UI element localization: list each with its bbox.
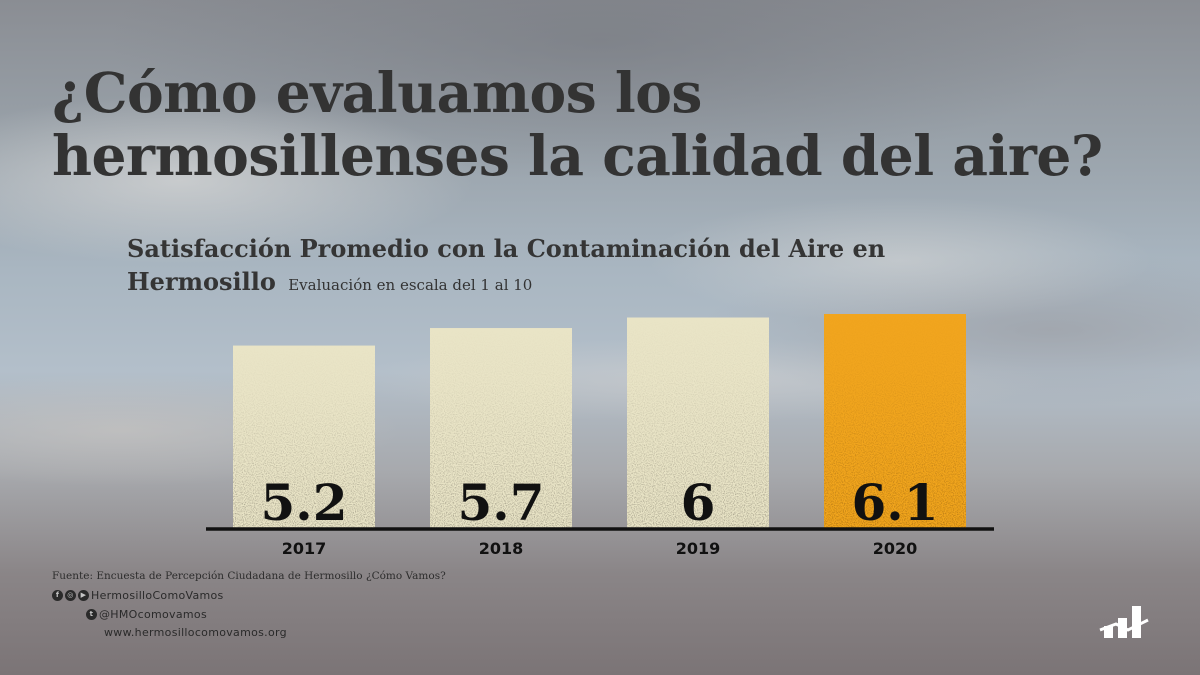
- bar-grain-2018: [430, 328, 572, 528]
- social-row-main: f ◎ ▶ HermosilloComoVamos: [52, 589, 224, 602]
- hermosillo-como-vamos-logo: [1099, 606, 1149, 638]
- page-title: ¿Cómo evaluamos los hermosillenses la ca…: [52, 60, 1103, 188]
- data-label-2020: 6.1: [852, 473, 939, 532]
- bar-grain-2020: [824, 314, 966, 528]
- x-tick-2017: 2017: [282, 539, 327, 558]
- bar-grain-2019: [627, 317, 769, 528]
- instagram-icon[interactable]: ◎: [65, 590, 76, 601]
- x-tick-2018: 2018: [479, 539, 524, 558]
- x-tick-2019: 2019: [676, 539, 721, 558]
- social-row-twitter: t @HMOcomovamos: [86, 608, 207, 621]
- source-note: Fuente: Encuesta de Percepción Ciudadana…: [52, 570, 446, 582]
- bar-grain-2017: [233, 345, 375, 528]
- data-label-2018: 5.7: [458, 473, 545, 532]
- twitter-icon[interactable]: t: [86, 609, 97, 620]
- social-handle-twitter[interactable]: @HMOcomovamos: [99, 608, 207, 621]
- x-tick-2020: 2020: [873, 539, 918, 558]
- chart-subtitle-text: Satisfacción Promedio con la Contaminaci…: [127, 234, 886, 297]
- website-link[interactable]: www.hermosillocomovamos.org: [104, 626, 287, 639]
- social-handle-main[interactable]: HermosilloComoVamos: [91, 589, 224, 602]
- facebook-icon[interactable]: f: [52, 590, 63, 601]
- data-label-2019: 6: [681, 473, 716, 532]
- chart-scale-note: Evaluación en escala del 1 al 10: [288, 276, 533, 295]
- youtube-icon[interactable]: ▶: [78, 590, 89, 601]
- chart-subtitle: Satisfacción Promedio con la Contaminaci…: [127, 232, 887, 298]
- social-row-web: www.hermosillocomovamos.org: [104, 626, 287, 639]
- data-label-2017: 5.2: [261, 473, 348, 532]
